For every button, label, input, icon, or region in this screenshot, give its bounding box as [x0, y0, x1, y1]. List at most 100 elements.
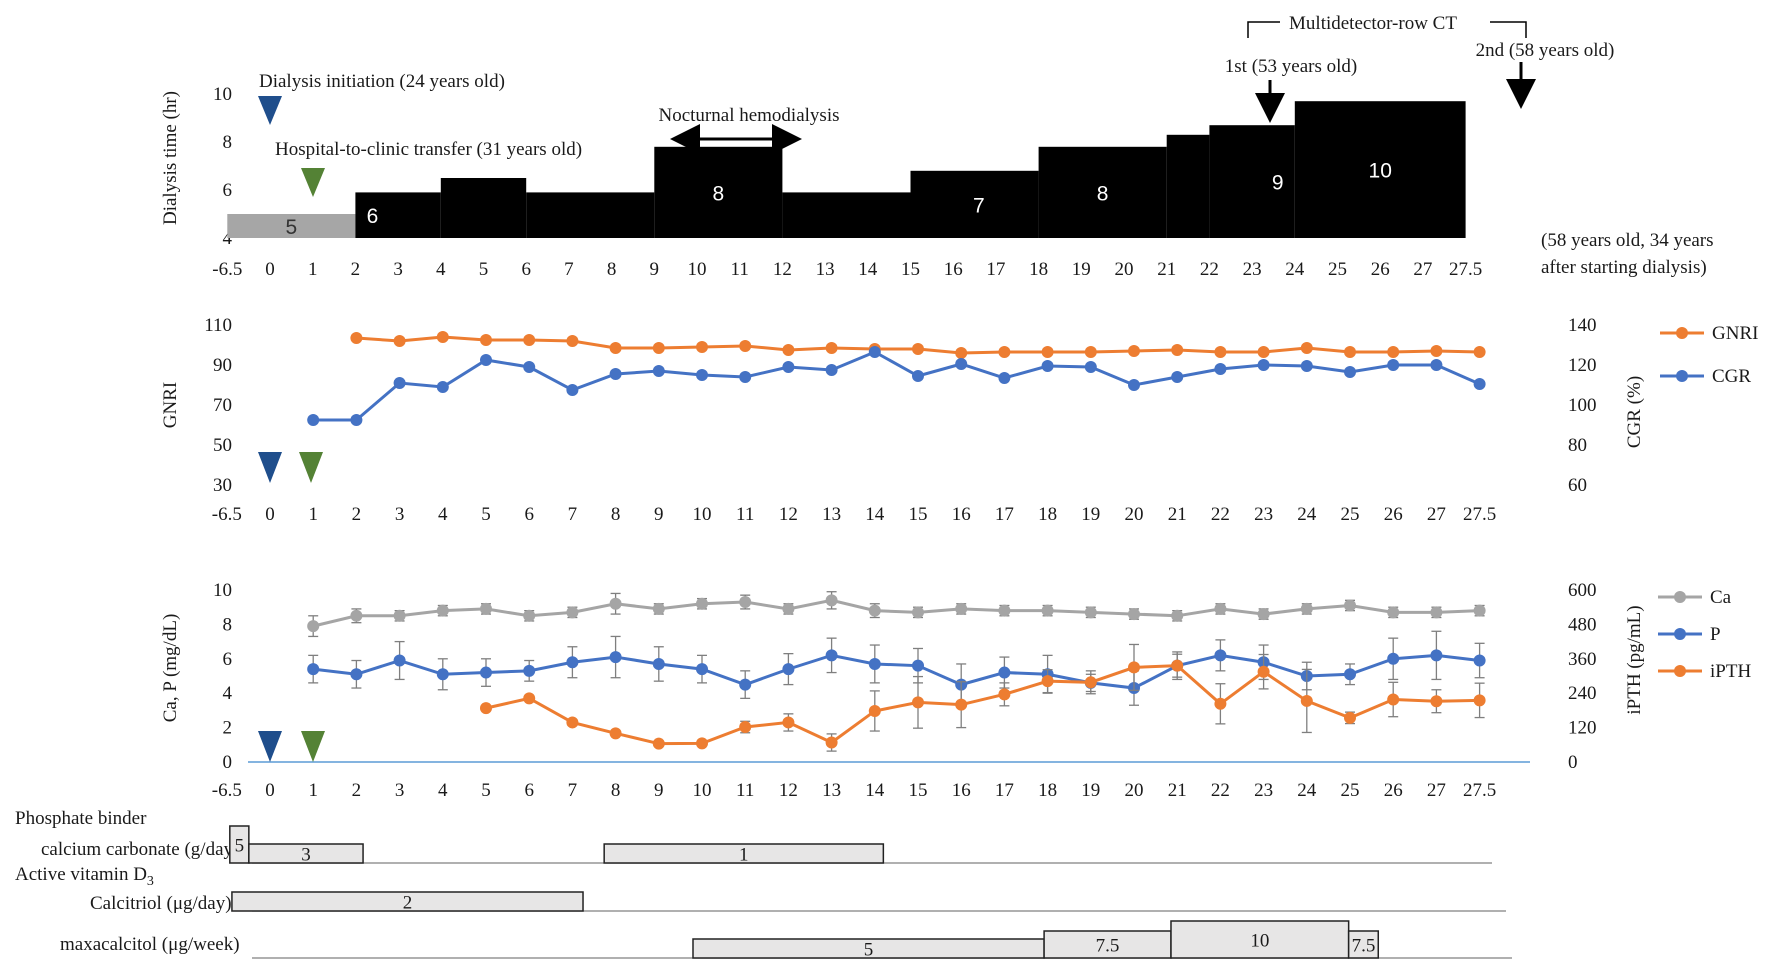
- dialysis-segment-5: [654, 146, 783, 238]
- dialysis-time-x-tick-2: 2: [351, 259, 361, 280]
- ipth-y-tick-360: 360: [1568, 649, 1597, 670]
- gnri-x-tick-18: 18: [1038, 504, 1057, 525]
- cgr-y-tick-100: 100: [1568, 395, 1597, 416]
- mineral-ipth-point: [1128, 661, 1140, 674]
- gnri-cgr-cgr-point: [998, 372, 1011, 384]
- mineral-ipth-point: [1300, 694, 1313, 707]
- gnri-x-tick-1: 1: [308, 504, 318, 525]
- mineral-series: [307, 591, 1486, 752]
- dialysis-time-x-tick-8: 8: [607, 259, 617, 280]
- active-vitamin-d-heading-sub: 3: [147, 874, 154, 889]
- medication-bar-3-4-value: 7.5: [1352, 936, 1376, 957]
- mineral-x-tick-4: 4: [438, 780, 448, 801]
- medication-bar-1-1-value: 5: [235, 836, 245, 857]
- mineral-ipth-point: [523, 692, 536, 705]
- mineral-ca-point: [868, 604, 881, 617]
- gnri-cgr-gnri-point: [1257, 346, 1270, 358]
- mineral-x-tick-27-5: 27.5: [1463, 780, 1496, 801]
- gnri-cgr-cgr-point: [436, 381, 449, 393]
- gnri-x-tick-20: 20: [1125, 504, 1144, 525]
- gnri-cgr-gnri-point: [955, 347, 968, 359]
- dialysis-segment-label-5: 8: [713, 182, 725, 205]
- gnri-cgr-gnri-point: [696, 341, 708, 353]
- dialysis-segment-1: [227, 214, 356, 238]
- ca-p-y-tick-4: 4: [223, 683, 233, 704]
- mineral-p-point: [782, 663, 795, 676]
- gnri-x-tick-22: 22: [1211, 504, 1230, 525]
- mineral-ca-point: [1344, 599, 1356, 612]
- mdct-bracket-right: [1490, 21, 1527, 38]
- dialysis-time-x-tick-13: 13: [816, 259, 835, 280]
- medication-bar-1-3-value: 1: [739, 845, 749, 866]
- gnri-x-tick-9: 9: [654, 504, 664, 525]
- gnri-cgr-cgr-point: [868, 346, 881, 358]
- dialysis-initiation-marker: [258, 96, 282, 125]
- dialysis-time-x-tick-27: 27: [1413, 259, 1432, 280]
- gnri-cgr-cgr-point: [1387, 359, 1400, 371]
- gnri-cgr-gnri-point: [998, 346, 1011, 358]
- dialysis-time-x-tick-4: 4: [436, 259, 446, 280]
- cgr-y-tick-60: 60: [1568, 475, 1587, 496]
- mineral-p-point: [1214, 649, 1227, 662]
- gnri-cgr-series: [307, 331, 1486, 426]
- mineral-ca-point: [1473, 604, 1486, 617]
- mineral-ca-point: [652, 602, 665, 615]
- cgr-y-tick-120: 120: [1568, 355, 1597, 376]
- mineral-ca-point: [480, 602, 492, 615]
- ipth-y-tick-0: 0: [1568, 752, 1578, 773]
- mineral-ca-point: [393, 609, 406, 622]
- mineral-ipth-point: [1084, 676, 1097, 689]
- dialysis-time-y-tick-10: 10: [213, 84, 232, 105]
- gnri-x-tick-27: 27: [1427, 504, 1446, 525]
- mineral-ca-line: [312, 598, 1480, 628]
- gnri-axis-title: GNRI: [160, 382, 181, 428]
- mineral-ca-point: [1084, 606, 1097, 619]
- gnri-y-ticks: 30 50 70 90 110: [204, 315, 232, 496]
- gnri-y-tick-30: 30: [213, 475, 232, 496]
- mineral-x-tick-11: 11: [736, 780, 754, 801]
- mineral-x-tick-24: 24: [1297, 780, 1317, 801]
- gnri-x-tick-24: 24: [1297, 504, 1317, 525]
- mineral-p-point: [1430, 649, 1443, 662]
- first-ct-label: 1st (53 years old): [1225, 56, 1357, 77]
- dialysis-initiation-label: Dialysis initiation (24 years old): [259, 71, 505, 92]
- endnote-line-2: after starting dialysis): [1541, 257, 1707, 278]
- ipth-y-tick-120: 120: [1568, 718, 1597, 739]
- gnri-cgr-cgr-point: [480, 354, 492, 366]
- mineral-ipth-point: [1387, 693, 1400, 706]
- mineral-legend-p-marker: [1674, 628, 1686, 640]
- gnri-cgr-legend-cgr-marker: [1676, 370, 1688, 382]
- gnri-cgr-cgr-point: [1300, 360, 1313, 372]
- gnri-x-tick-2: 2: [352, 504, 362, 525]
- dialysis-segment-label-2: 6: [367, 205, 379, 228]
- cgr-y-tick-140: 140: [1568, 315, 1597, 336]
- mineral-x-tick-12: 12: [779, 780, 798, 801]
- gnri-cgr-cgr-point: [1344, 366, 1356, 378]
- dialysis-segment-3: [440, 178, 527, 238]
- gnri-x-tick-27-5: 27.5: [1463, 504, 1496, 525]
- gnri-cgr-cgr-point: [609, 368, 622, 380]
- gnri-cgr-gnri-point: [436, 331, 449, 343]
- mineral-x-tick-27: 27: [1427, 780, 1446, 801]
- gnri-x-tick-15: 15: [909, 504, 928, 525]
- gnri-cgr-cgr-point: [696, 369, 708, 381]
- mineral-ipth-point: [1344, 711, 1356, 724]
- gnri-x-tick-5: 5: [481, 504, 491, 525]
- dialysis-time-x-tick-24: 24: [1285, 259, 1305, 280]
- gnri-cgr-cgr-point: [739, 371, 752, 383]
- medication-bar-3-2: [1043, 930, 1172, 959]
- mineral-ipth-point: [480, 702, 492, 715]
- second-ct-label: 2nd (58 years old): [1476, 40, 1615, 61]
- mineral-ca-point: [1214, 602, 1227, 615]
- mdct-bracket: [1247, 21, 1280, 38]
- dialysis-time-x-tick-27-5: 27.5: [1449, 259, 1482, 280]
- mineral-p-point: [566, 656, 579, 669]
- gnri-y-tick-70: 70: [213, 395, 232, 416]
- ipth-y-tick-600: 600: [1568, 580, 1597, 601]
- mineral-ipth-point: [868, 704, 881, 717]
- dialysis-time-x-tick-26: 26: [1371, 259, 1390, 280]
- mineral-p-point: [739, 678, 752, 691]
- mineral-ipth-point: [825, 736, 838, 749]
